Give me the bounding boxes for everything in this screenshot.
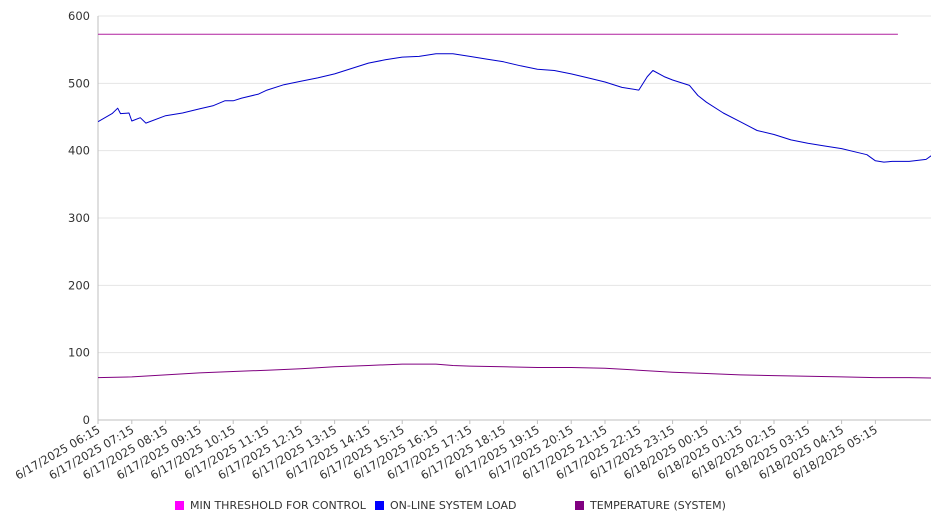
legend-swatch — [375, 501, 384, 510]
axes — [97, 16, 931, 421]
y-tick-labels: 0 100 200 300 400 500 600 — [68, 9, 90, 427]
y-tick-label: 500 — [68, 76, 90, 90]
x-tick-labels: 6/17/2025 06:156/17/2025 07:156/17/2025 … — [13, 420, 880, 482]
legend-label: MIN THRESHOLD FOR CONTROL — [190, 499, 367, 512]
legend-swatch — [175, 501, 184, 510]
gridlines — [98, 15, 931, 354]
series-lines — [98, 33, 931, 379]
legend-label: TEMPERATURE (SYSTEM) — [589, 499, 726, 512]
y-tick-label: 0 — [83, 413, 90, 427]
series-line-3 — [98, 363, 931, 379]
y-tick-label: 100 — [68, 346, 90, 360]
legend-label: ON-LINE SYSTEM LOAD — [390, 499, 516, 512]
series-line-2 — [98, 53, 931, 163]
legend-swatch — [575, 501, 584, 510]
y-tick-label: 300 — [68, 211, 90, 225]
y-tick-label: 400 — [68, 144, 90, 158]
y-tick-label: 200 — [68, 278, 90, 292]
y-tick-label: 600 — [68, 9, 90, 23]
legend: MIN THRESHOLD FOR CONTROL ON-LINE SYSTEM … — [175, 499, 726, 512]
